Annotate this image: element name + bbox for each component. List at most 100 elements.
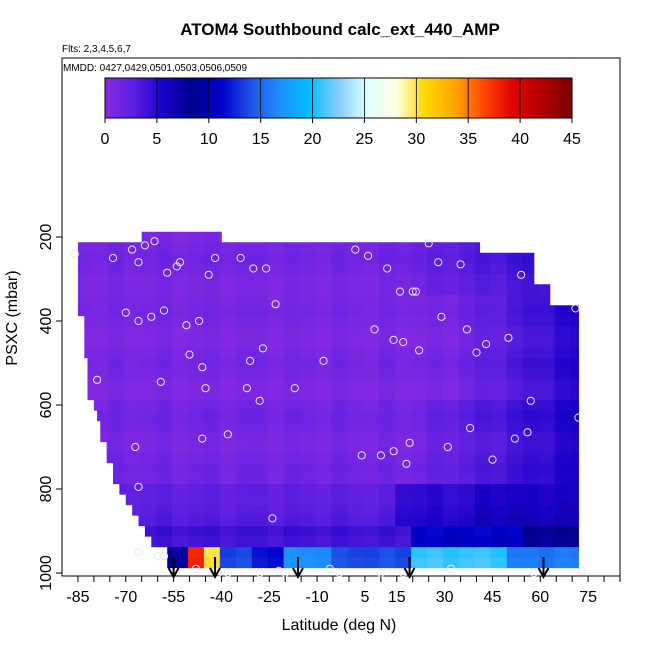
heatmap-cell bbox=[427, 305, 444, 317]
heatmap-cell bbox=[167, 557, 173, 569]
heatmap-cell bbox=[411, 399, 428, 411]
heatmap-cell bbox=[474, 273, 492, 285]
heatmap-cell bbox=[570, 515, 579, 527]
heatmap-cell bbox=[283, 242, 300, 254]
heatmap-cell bbox=[522, 525, 540, 537]
heatmap-cell bbox=[124, 294, 141, 306]
observation-point bbox=[211, 253, 220, 263]
heatmap-cell bbox=[251, 410, 269, 422]
heatmap-cell bbox=[379, 557, 396, 569]
heatmap-cell bbox=[140, 284, 157, 296]
observation-point bbox=[134, 258, 143, 267]
heatmap-cell bbox=[363, 284, 380, 296]
colorbar-tick-label: 10 bbox=[200, 131, 218, 148]
observation-point bbox=[185, 350, 194, 359]
heatmap-cell bbox=[347, 515, 364, 527]
heatmap-cell bbox=[315, 420, 332, 432]
heatmap-cell bbox=[427, 389, 444, 401]
heatmap-cell bbox=[219, 231, 222, 243]
heatmap-cell bbox=[443, 389, 460, 401]
heatmap-cell bbox=[522, 452, 540, 464]
heatmap-cell bbox=[156, 368, 173, 380]
heatmap-cell bbox=[443, 336, 460, 348]
heatmap-cell bbox=[203, 431, 221, 443]
observation-point bbox=[108, 253, 118, 263]
heatmap-cell bbox=[347, 557, 364, 569]
heatmap-cell bbox=[570, 557, 579, 569]
observation-point bbox=[255, 568, 264, 578]
heatmap-cell bbox=[458, 483, 476, 495]
heatmap-cell bbox=[427, 494, 444, 506]
heatmap-cell bbox=[315, 326, 332, 338]
heatmap-cell bbox=[411, 504, 428, 516]
heatmap-cell bbox=[203, 378, 221, 390]
heatmap-cell bbox=[87, 368, 93, 380]
heatmap-cell bbox=[347, 483, 364, 495]
heatmap-cell bbox=[379, 305, 396, 317]
heatmap-cell bbox=[315, 357, 332, 369]
heatmap-cell bbox=[331, 557, 348, 569]
flight-arrow-head bbox=[537, 567, 550, 580]
heatmap-cell bbox=[172, 336, 189, 348]
heatmap-cell bbox=[458, 536, 476, 548]
observation-point bbox=[482, 340, 491, 349]
heatmap-cell bbox=[411, 462, 428, 474]
heatmap-cell bbox=[219, 368, 237, 380]
heatmap-cell bbox=[140, 357, 157, 369]
heatmap-cell bbox=[570, 399, 579, 411]
heatmap-cell bbox=[283, 441, 300, 453]
heatmap-cell bbox=[219, 326, 237, 338]
heatmap-cell bbox=[379, 326, 396, 338]
heatmap-cell bbox=[490, 536, 508, 548]
heatmap-cell bbox=[522, 336, 540, 348]
heatmap-cell bbox=[156, 525, 173, 537]
heatmap-cell bbox=[315, 378, 332, 390]
heatmap-cell bbox=[347, 315, 364, 327]
heatmap-cell bbox=[474, 441, 492, 453]
heatmap-cell bbox=[124, 252, 141, 264]
heatmap-cell bbox=[443, 326, 460, 338]
heatmap-cell bbox=[347, 336, 364, 348]
heatmap-cell bbox=[124, 431, 141, 443]
heatmap-cell bbox=[395, 252, 412, 264]
heatmap-cell bbox=[203, 294, 221, 306]
heatmap-cell bbox=[315, 263, 332, 275]
x-tick-label: -70 bbox=[114, 589, 137, 606]
heatmap-cell bbox=[347, 263, 364, 275]
observation-point bbox=[223, 568, 232, 578]
heatmap-cell bbox=[443, 420, 460, 432]
heatmap-cell bbox=[138, 515, 141, 527]
heatmap-cell bbox=[156, 431, 173, 443]
heatmap-cell bbox=[331, 273, 348, 285]
heatmap-cell bbox=[427, 483, 444, 495]
colorbar-tick-label: 35 bbox=[459, 131, 477, 148]
heatmap-cell bbox=[379, 452, 396, 464]
heatmap-cell bbox=[156, 273, 173, 285]
heatmap-cell bbox=[203, 368, 221, 380]
heatmap-cell bbox=[113, 473, 125, 485]
heatmap-cell bbox=[490, 273, 508, 285]
heatmap-cell bbox=[125, 494, 141, 506]
heatmap-cell bbox=[506, 326, 524, 338]
observation-point bbox=[182, 321, 191, 330]
heatmap-cell bbox=[443, 368, 460, 380]
heatmap-cell bbox=[124, 336, 141, 348]
heatmap-cell bbox=[443, 462, 460, 474]
heatmap-cell bbox=[251, 336, 269, 348]
heatmap-cell bbox=[156, 389, 173, 401]
heatmap-cell bbox=[187, 536, 205, 548]
heatmap-cell bbox=[140, 378, 157, 390]
heatmap-cell bbox=[347, 504, 364, 516]
heatmap-cell bbox=[315, 294, 332, 306]
heatmap-cell bbox=[506, 294, 524, 306]
heatmap-cell bbox=[474, 399, 492, 411]
observation-point bbox=[415, 346, 424, 355]
heatmap-cell bbox=[570, 315, 579, 327]
heatmap-cell bbox=[124, 347, 141, 359]
heatmap-cell bbox=[203, 473, 221, 485]
heatmap-cell bbox=[235, 420, 253, 432]
heatmap-cell bbox=[443, 515, 460, 527]
heatmap-cell bbox=[251, 515, 269, 527]
heatmap-cell bbox=[347, 546, 364, 558]
heatmap-cell bbox=[267, 536, 284, 548]
